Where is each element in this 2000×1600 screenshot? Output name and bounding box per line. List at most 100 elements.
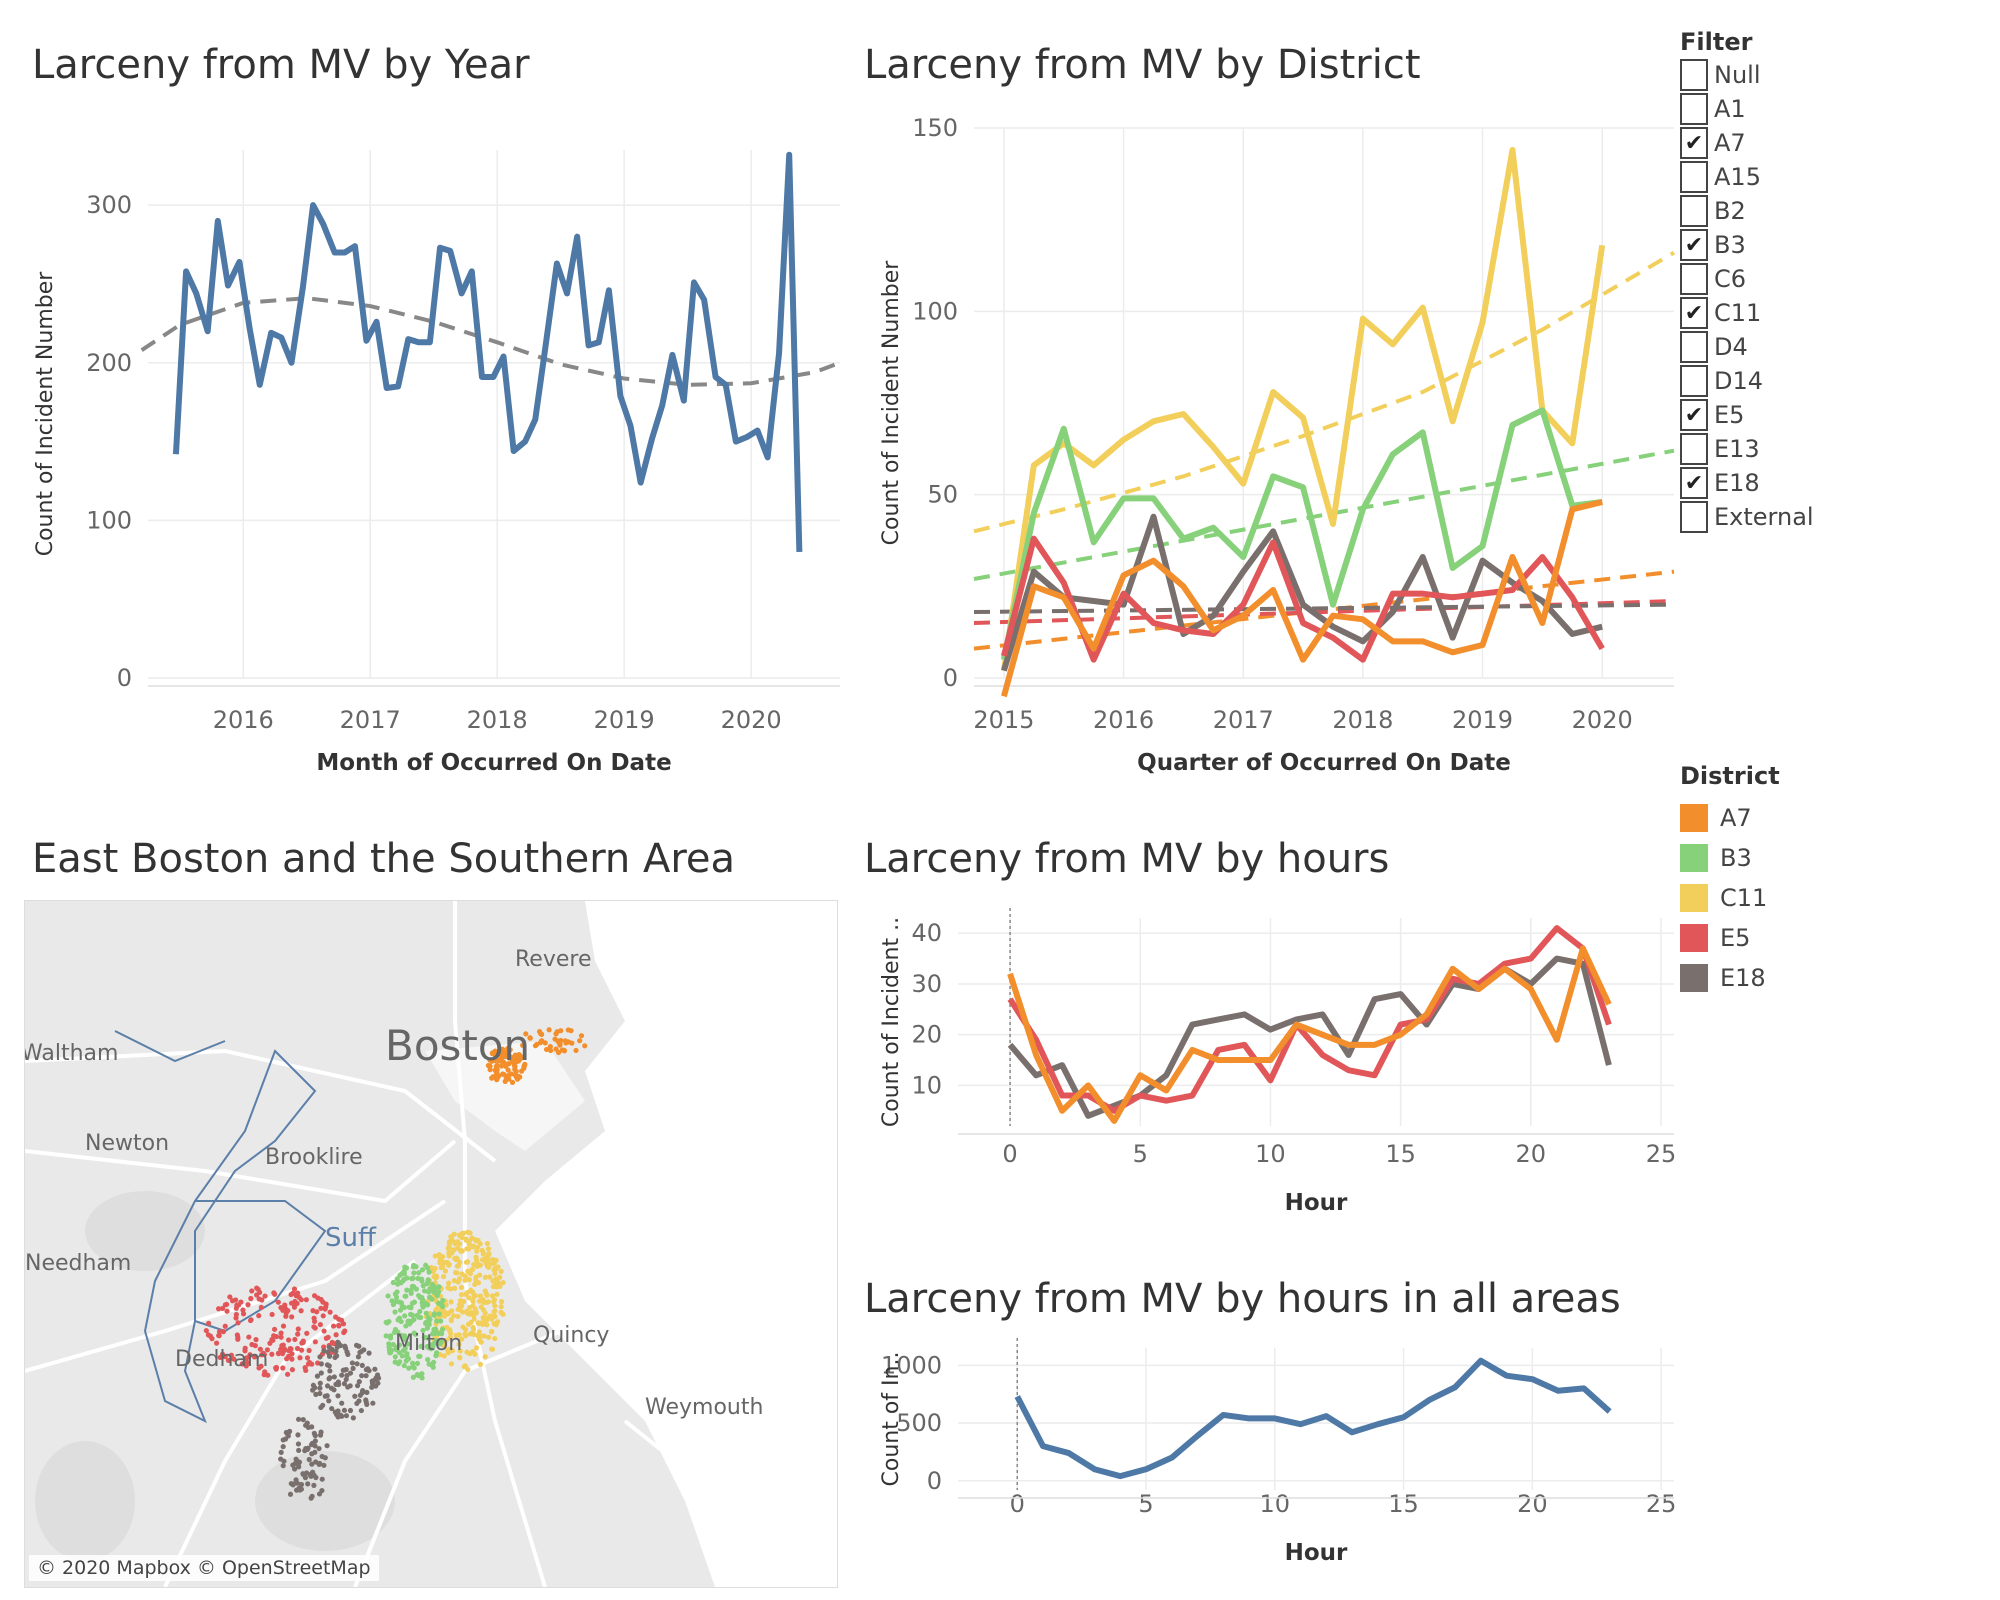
filter-checkbox[interactable]: ✔ (1680, 399, 1708, 431)
incident-dot (278, 1346, 284, 1352)
filter-checkbox[interactable] (1680, 501, 1708, 533)
incident-dot (465, 1268, 471, 1274)
legend-item-b3[interactable]: B3 (1680, 838, 1840, 878)
filter-item-a7[interactable]: ✔ A7 (1680, 126, 1860, 160)
legend-item-e18[interactable]: E18 (1680, 958, 1840, 998)
series-line[interactable] (172, 151, 803, 552)
incident-dot (269, 1336, 275, 1343)
incident-dot (319, 1487, 325, 1494)
filter-item-label: E13 (1714, 435, 1760, 463)
incident-dot (426, 1294, 433, 1300)
filter-checkbox[interactable]: ✔ (1680, 229, 1708, 261)
incident-dot (375, 1375, 382, 1381)
series-line-e5[interactable] (1007, 925, 1612, 1114)
legend-item-e5[interactable]: E5 (1680, 918, 1840, 958)
filter-checkbox[interactable] (1680, 331, 1708, 363)
x-tick-label: 2017 (340, 706, 401, 734)
filter-checkbox[interactable] (1680, 59, 1708, 91)
x-axis-label: Quarter of Occurred On Date (1137, 750, 1511, 776)
incident-dot (404, 1287, 410, 1293)
series-line-c11[interactable] (1000, 147, 1606, 672)
filter-checkbox[interactable] (1680, 433, 1708, 465)
series-line-b3[interactable] (1000, 407, 1603, 661)
incident-dot (304, 1330, 310, 1336)
incident-dot (317, 1354, 323, 1360)
filter-item-c6[interactable]: C6 (1680, 262, 1860, 296)
incident-dot (359, 1373, 365, 1379)
filter-item-external[interactable]: External (1680, 500, 1860, 534)
incident-dot (336, 1381, 342, 1388)
filter-checkbox[interactable] (1680, 161, 1708, 193)
district-map[interactable]: Boston Revere Waltham Newton Brooklire Needh… (24, 900, 838, 1588)
incident-dot (481, 1299, 487, 1306)
incident-dot (484, 1292, 490, 1298)
incident-dot (249, 1288, 255, 1294)
incident-dot (436, 1284, 442, 1290)
filter-item-e5[interactable]: ✔ E5 (1680, 398, 1860, 432)
incident-dot (457, 1307, 463, 1313)
filter-item-e13[interactable]: E13 (1680, 432, 1860, 466)
series-line[interactable] (1014, 1357, 1612, 1480)
incident-dot (321, 1344, 327, 1350)
incident-dot (505, 1072, 512, 1079)
district-legend: District A7 B3 C11 E5 E18 (1680, 762, 1840, 998)
incident-dot (262, 1369, 268, 1375)
filter-item-d14[interactable]: D14 (1680, 364, 1860, 398)
filter-checkbox[interactable]: ✔ (1680, 297, 1708, 329)
filter-item-label: D4 (1714, 333, 1748, 361)
incident-dot (519, 1068, 525, 1074)
filter-item-a15[interactable]: A15 (1680, 160, 1860, 194)
filter-checkbox[interactable]: ✔ (1680, 467, 1708, 499)
series-line-a7[interactable] (1001, 499, 1603, 698)
filter-item-c11[interactable]: ✔ C11 (1680, 296, 1860, 330)
incident-dot (302, 1475, 309, 1481)
filter-item-null[interactable]: Null (1680, 58, 1860, 92)
map-place-label: Brooklire (265, 1145, 363, 1170)
filter-item-e18[interactable]: ✔ E18 (1680, 466, 1860, 500)
incident-dot (456, 1354, 463, 1360)
series-line-e18[interactable] (1001, 513, 1603, 672)
filter-checkbox[interactable] (1680, 263, 1708, 295)
incident-dot (224, 1308, 230, 1314)
incident-dot (400, 1347, 407, 1354)
incident-dot (473, 1345, 480, 1351)
incident-dot (409, 1300, 416, 1306)
incident-dot (290, 1462, 296, 1468)
incident-dot (363, 1373, 369, 1379)
filter-item-b3[interactable]: ✔ B3 (1680, 228, 1860, 262)
incident-dot (238, 1299, 244, 1305)
incident-dot (429, 1281, 435, 1288)
x-tick-label: 2018 (1332, 706, 1393, 734)
filter-checkbox[interactable] (1680, 195, 1708, 227)
series-line-a7[interactable] (1007, 945, 1612, 1124)
incident-dot (447, 1334, 453, 1341)
incident-dot (288, 1480, 294, 1487)
incident-dot (420, 1327, 426, 1334)
incident-dot (489, 1256, 495, 1263)
incident-dot (433, 1306, 440, 1313)
filter-item-d4[interactable]: D4 (1680, 330, 1860, 364)
incident-dot (326, 1398, 332, 1404)
filter-item-a1[interactable]: A1 (1680, 92, 1860, 126)
incident-dot (491, 1299, 497, 1305)
legend-item-a7[interactable]: A7 (1680, 798, 1840, 838)
incident-dot (222, 1323, 228, 1329)
incident-dot (467, 1304, 473, 1310)
incident-dot (316, 1461, 322, 1467)
incident-dot (475, 1279, 482, 1286)
incident-dot (414, 1360, 421, 1366)
incident-dot (283, 1313, 289, 1319)
filter-title: Filter (1680, 28, 1753, 56)
incident-dot (323, 1335, 329, 1341)
filter-checkbox[interactable] (1680, 93, 1708, 125)
incident-dot (298, 1481, 305, 1488)
incident-dot (289, 1351, 295, 1357)
filter-checkbox[interactable] (1680, 365, 1708, 397)
filter-checkbox[interactable]: ✔ (1680, 127, 1708, 159)
incident-dot (280, 1323, 287, 1329)
incident-dot (358, 1407, 364, 1414)
y-tick-label: 20 (911, 1021, 942, 1049)
incident-dot (435, 1339, 441, 1345)
filter-item-b2[interactable]: B2 (1680, 194, 1860, 228)
legend-item-c11[interactable]: C11 (1680, 878, 1840, 918)
